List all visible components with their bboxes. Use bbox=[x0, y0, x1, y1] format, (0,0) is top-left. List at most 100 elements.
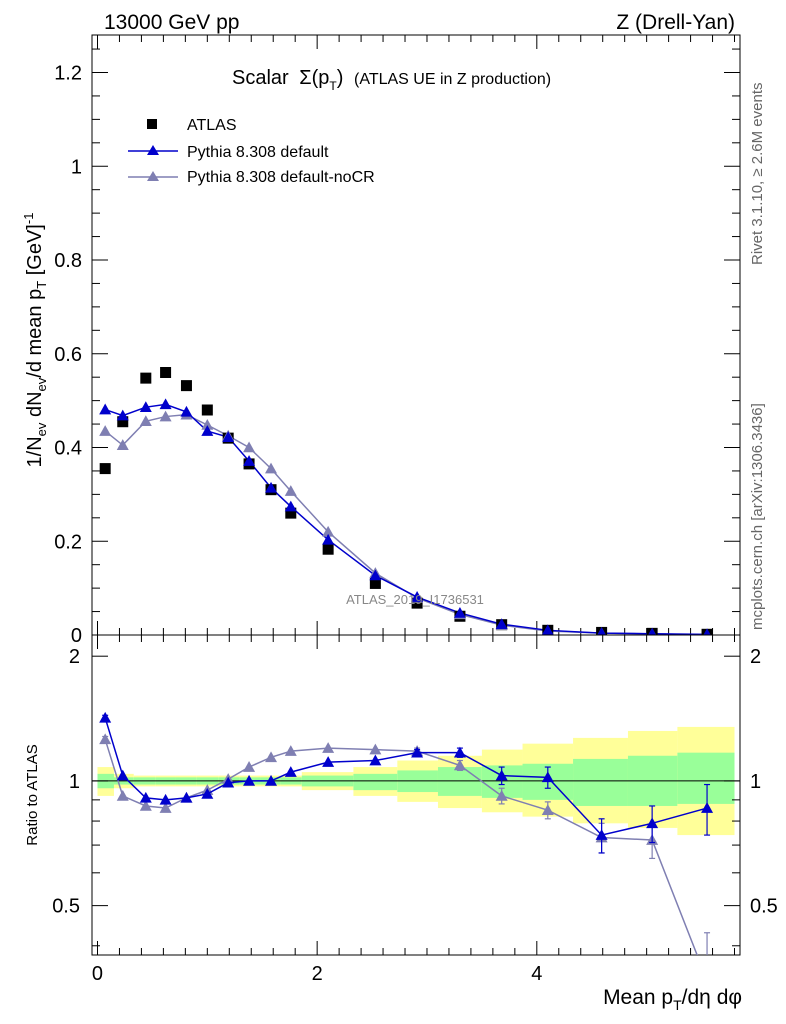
title-main: Scalar bbox=[232, 67, 289, 89]
mcplots-label: mcplots.cern.ch [arXiv:1306.3436] bbox=[749, 403, 766, 630]
x-axis-label: Mean pT/dη dφ Mean pT/dη dφ bbox=[603, 986, 749, 1013]
ratio-y-label: Ratio to ATLAS bbox=[24, 744, 41, 845]
point-nocr bbox=[201, 419, 214, 430]
ratio-point-default bbox=[180, 791, 193, 803]
main-series bbox=[99, 367, 714, 640]
y-tick-label: 0 bbox=[71, 625, 82, 647]
title-sigma: Σ(p bbox=[299, 67, 329, 89]
point-default bbox=[159, 398, 172, 410]
title-close: ) bbox=[337, 67, 344, 89]
chart-title: Scalar Σ(pT) (ATLAS UE in Z production) bbox=[232, 67, 551, 93]
point-default bbox=[116, 409, 129, 421]
point-nocr bbox=[243, 441, 256, 453]
ratio-point-default bbox=[222, 776, 235, 788]
svg-text:1/Nev dNev/d mean pT [GeV]-1: 1/Nev dNev/d mean pT [GeV]-1 bbox=[21, 213, 49, 468]
ratio-point-default bbox=[541, 771, 554, 783]
ratio-tick-label-left: 0.5 bbox=[52, 896, 80, 918]
ratio-point-default bbox=[595, 829, 608, 840]
ratio-point-default bbox=[411, 746, 424, 758]
ratio-point-nocr bbox=[541, 804, 554, 815]
process-label: Z (Drell-Yan) bbox=[616, 11, 735, 34]
ratio-point-nocr bbox=[322, 742, 335, 753]
ratio-tick-label-left: 1 bbox=[69, 771, 80, 793]
ratio-point-default bbox=[116, 769, 129, 781]
ratio-point-default bbox=[701, 802, 714, 813]
y-tick-label: 0.4 bbox=[54, 438, 82, 460]
ratio-tick-label-left: 2 bbox=[69, 646, 80, 668]
title-sub: T bbox=[329, 79, 337, 93]
ratio-tick-label-right: 2 bbox=[750, 646, 761, 668]
point-default bbox=[495, 618, 508, 630]
ratio-point-default bbox=[495, 769, 508, 781]
point-default bbox=[201, 425, 214, 436]
point-default bbox=[369, 569, 382, 581]
y-tick-label: 0.6 bbox=[54, 344, 82, 366]
point-atlas bbox=[201, 404, 213, 416]
point-default bbox=[243, 455, 256, 466]
ratio-point-nocr bbox=[369, 743, 382, 755]
ratio-point-default bbox=[243, 774, 256, 786]
y-axis-label: 1/Nev dNev/d mean pT [GeV]-1 1/Nev dNev/… bbox=[21, 213, 49, 468]
point-atlas bbox=[411, 597, 423, 609]
point-atlas bbox=[322, 543, 334, 555]
ratio-point-default bbox=[646, 817, 659, 829]
point-atlas bbox=[285, 507, 297, 519]
point-default bbox=[322, 533, 335, 545]
legend-marker-default bbox=[147, 145, 159, 155]
y-tick-label: 0.8 bbox=[54, 250, 82, 272]
ratio-axis-ticks: 0 2 4 0.5 0.5 1 1 2 2 bbox=[52, 635, 778, 985]
legend: ATLAS Pythia 8.308 default Pythia 8.308 … bbox=[128, 117, 375, 186]
ratio-tick-label-right: 0.5 bbox=[750, 896, 778, 918]
energy-label: 13000 GeV pp bbox=[104, 11, 239, 34]
ratio-point-nocr bbox=[284, 745, 297, 756]
point-default bbox=[411, 591, 424, 602]
point-nocr bbox=[284, 485, 297, 496]
x-tick-label: 0 bbox=[92, 963, 103, 985]
ratio-point-nocr bbox=[99, 733, 112, 745]
ratio-point-nocr bbox=[243, 761, 256, 772]
point-default bbox=[453, 606, 466, 618]
point-nocr bbox=[99, 425, 112, 436]
point-default bbox=[180, 405, 193, 417]
svg-text:Mean pT/dη dφ: Mean pT/dη dφ bbox=[603, 986, 742, 1013]
point-default bbox=[265, 481, 278, 493]
y-tick-label: 1 bbox=[71, 156, 82, 178]
x-axis-label-source: Mean pT/dη dφ bbox=[742, 1003, 749, 1005]
legend-label-atlas: ATLAS bbox=[187, 117, 237, 134]
band-inner bbox=[677, 752, 735, 804]
main-panel bbox=[91, 34, 741, 636]
ratio-point-nocr bbox=[265, 751, 278, 763]
ratio-point-nocr bbox=[139, 799, 152, 811]
ratio-point-nocr bbox=[495, 789, 508, 801]
band-inner bbox=[353, 773, 398, 791]
ratio-clipped bbox=[99, 711, 714, 955]
point-default bbox=[284, 500, 297, 512]
rivet-label: Rivet 3.1.10, ≥ 2.6M events bbox=[749, 83, 766, 266]
legend-label-default: Pythia 8.308 default bbox=[187, 144, 329, 161]
ratio-tick-label-right: 1 bbox=[750, 771, 761, 793]
ratio-point-nocr bbox=[116, 789, 129, 801]
ratio-point-default bbox=[322, 756, 335, 767]
ratio-point-default bbox=[201, 787, 214, 799]
point-default bbox=[139, 401, 152, 412]
point-nocr bbox=[265, 462, 278, 474]
point-default bbox=[541, 624, 554, 636]
point-default bbox=[99, 403, 112, 415]
point-atlas bbox=[369, 577, 381, 589]
analysis-watermark: ATLAS_2019_I1736531 bbox=[346, 592, 484, 607]
ratio-point-nocr bbox=[453, 759, 466, 771]
y-tick-label: 0.2 bbox=[54, 531, 82, 553]
ratio-point-nocr bbox=[159, 802, 172, 813]
legend-marker-atlas bbox=[147, 119, 157, 129]
ratio-series bbox=[99, 711, 714, 955]
ratio-point-default bbox=[159, 793, 172, 805]
point-atlas bbox=[99, 463, 111, 475]
ratio-point-default bbox=[284, 766, 297, 777]
ratio-point-default bbox=[139, 791, 152, 803]
point-nocr bbox=[116, 439, 129, 450]
point-atlas bbox=[180, 380, 192, 392]
title-rest: (ATLAS UE in Z production) bbox=[354, 71, 551, 88]
point-atlas bbox=[140, 372, 152, 384]
legend-marker-nocr bbox=[147, 171, 159, 181]
